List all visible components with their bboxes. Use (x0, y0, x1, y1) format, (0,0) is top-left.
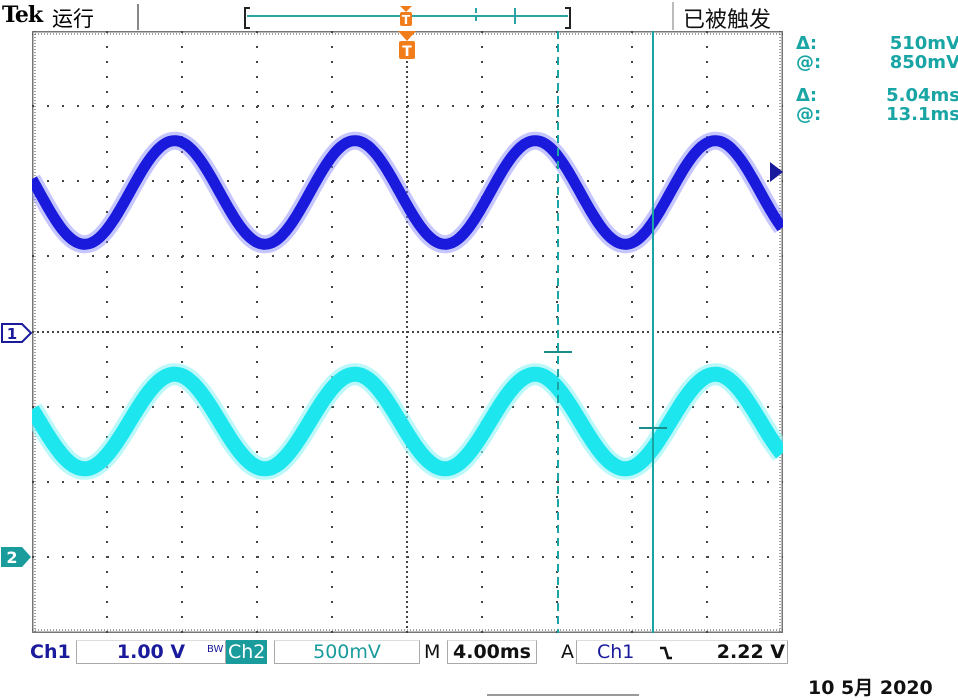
ch2-ground-marker[interactable]: 2 (0, 545, 34, 569)
timebase-value[interactable]: 4.00ms (447, 640, 537, 664)
waveform-display[interactable]: T (32, 31, 783, 633)
trigger-label: A (561, 641, 574, 663)
ch1-ground-marker[interactable]: 1 (0, 322, 34, 344)
voltage-delta-label: Δ: (796, 33, 818, 54)
voltage-at-label: @: (796, 52, 822, 73)
svg-text:1: 1 (7, 325, 17, 343)
brand-logo: Tek (2, 2, 43, 28)
trigger-time-marker: T (398, 31, 416, 60)
record-position-bar[interactable]: T (244, 6, 571, 29)
ch2-label[interactable]: Ch2 (226, 640, 268, 664)
ch1-scale[interactable]: 1.00 V (76, 640, 226, 664)
trigger-level-marker (770, 162, 783, 182)
trigger-level: 2.22 V (716, 641, 785, 663)
svg-text:T: T (402, 44, 412, 60)
header-divider-right (672, 2, 674, 30)
cursor-readout: Δ: 510mV @: 850mV Δ: 5.04ms @: 13.1ms (796, 34, 958, 124)
header-divider (137, 4, 139, 30)
ch1-label[interactable]: Ch1 (30, 641, 71, 663)
ch1-waveform (32, 131, 783, 254)
bandwidth-limit-icon: BW (207, 644, 224, 655)
status-bar: Ch1 1.00 V BW Ch2 500mV M 4.00ms A Ch1 2… (30, 640, 790, 666)
record-right-bracket (565, 7, 571, 29)
time-at-label: @: (796, 104, 822, 125)
svg-text:2: 2 (6, 548, 17, 567)
svg-text:T: T (402, 13, 411, 27)
trigger-source: Ch1 (597, 641, 635, 663)
ch2-scale[interactable]: 500mV (274, 640, 420, 664)
voltage-delta-value: 510mV (889, 33, 958, 54)
falling-edge-icon (660, 646, 672, 660)
voltage-at-value: 850mV (889, 52, 958, 73)
time-delta-label: Δ: (796, 85, 818, 106)
menu-divider (487, 694, 639, 696)
time-at-value: 13.1ms (886, 104, 958, 125)
trigger-settings[interactable]: Ch1 2.22 V (576, 640, 788, 664)
acquisition-status: 运行 (52, 7, 94, 31)
timebase-label: M (424, 641, 441, 663)
date-display: 10 5月 2020 (808, 677, 933, 699)
record-left-bracket (244, 7, 250, 29)
cursor-a-position-tick (475, 8, 477, 24)
trigger-position-icon: T (400, 6, 412, 27)
trigger-status: 已被触发 (683, 8, 772, 33)
time-delta-value: 5.04ms (886, 85, 958, 106)
cursor-b-position-tick (514, 8, 516, 24)
ch2-waveform (32, 363, 783, 480)
